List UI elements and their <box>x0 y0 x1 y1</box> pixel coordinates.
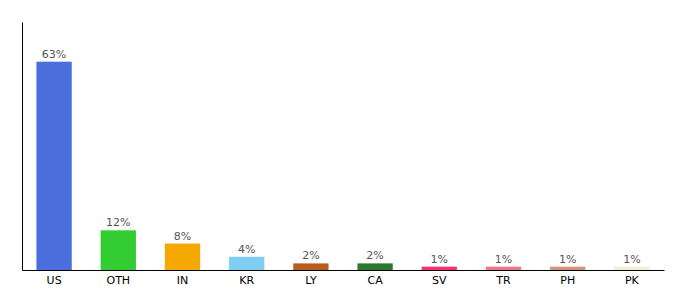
x-axis: US OTH IN KR LY CA SV TR PH PK <box>23 271 665 287</box>
bar <box>293 263 328 270</box>
data-label: 12% <box>106 216 130 229</box>
x-tick: LY <box>305 274 317 287</box>
data-label: 2% <box>366 249 383 262</box>
data-label: 63% <box>42 48 66 61</box>
x-tick-label: PH <box>560 274 575 287</box>
bar <box>422 267 457 270</box>
x-axis-line <box>23 270 665 271</box>
x-tick-label: CA <box>367 274 383 287</box>
data-labels: 63% 12% 8% 4% 2% 2% 1% 1% 1% 1% <box>42 48 641 266</box>
chart: 63% 12% 8% 4% 2% 2% 1% 1% 1% 1% US OTH IN KR LY CA SV TR P… <box>0 0 680 300</box>
bar <box>36 62 71 270</box>
data-label: 1% <box>559 253 576 266</box>
y-axis-line <box>22 23 23 271</box>
bar <box>101 230 136 270</box>
bar <box>229 257 264 270</box>
data-label: 8% <box>174 230 191 243</box>
x-tick: KR <box>239 274 254 287</box>
plot-area: 63% 12% 8% 4% 2% 2% 1% 1% 1% 1% US OTH IN KR LY CA SV TR P… <box>23 23 665 287</box>
x-tick-label: IN <box>177 274 188 287</box>
x-tick-label: US <box>47 274 62 287</box>
x-tick-label: SV <box>432 274 447 287</box>
x-tick-label: LY <box>305 274 317 287</box>
y-axis <box>22 23 23 271</box>
x-tick-label: PK <box>625 274 640 287</box>
data-label: 1% <box>431 253 448 266</box>
x-tick: OTH <box>106 274 130 287</box>
bar <box>614 267 649 270</box>
x-tick: SV <box>432 274 447 287</box>
data-label: 2% <box>302 249 319 262</box>
data-label: 1% <box>623 253 640 266</box>
chart-container: 63% 12% 8% 4% 2% 2% 1% 1% 1% 1% US OTH IN KR LY CA SV TR P… <box>0 0 680 300</box>
data-label: 4% <box>238 243 255 256</box>
x-tick: PK <box>625 274 640 287</box>
x-tick: PH <box>560 274 575 287</box>
bar <box>486 267 521 270</box>
data-label: 1% <box>495 253 512 266</box>
bar <box>550 267 585 270</box>
bars <box>36 62 649 270</box>
x-tick: TR <box>495 274 511 287</box>
x-tick: CA <box>367 274 383 287</box>
x-tick: IN <box>177 274 188 287</box>
bar <box>357 263 392 270</box>
x-tick: US <box>47 274 62 287</box>
x-tick-label: KR <box>239 274 254 287</box>
x-tick-label: TR <box>495 274 511 287</box>
bar <box>165 244 200 270</box>
x-tick-label: OTH <box>106 274 130 287</box>
